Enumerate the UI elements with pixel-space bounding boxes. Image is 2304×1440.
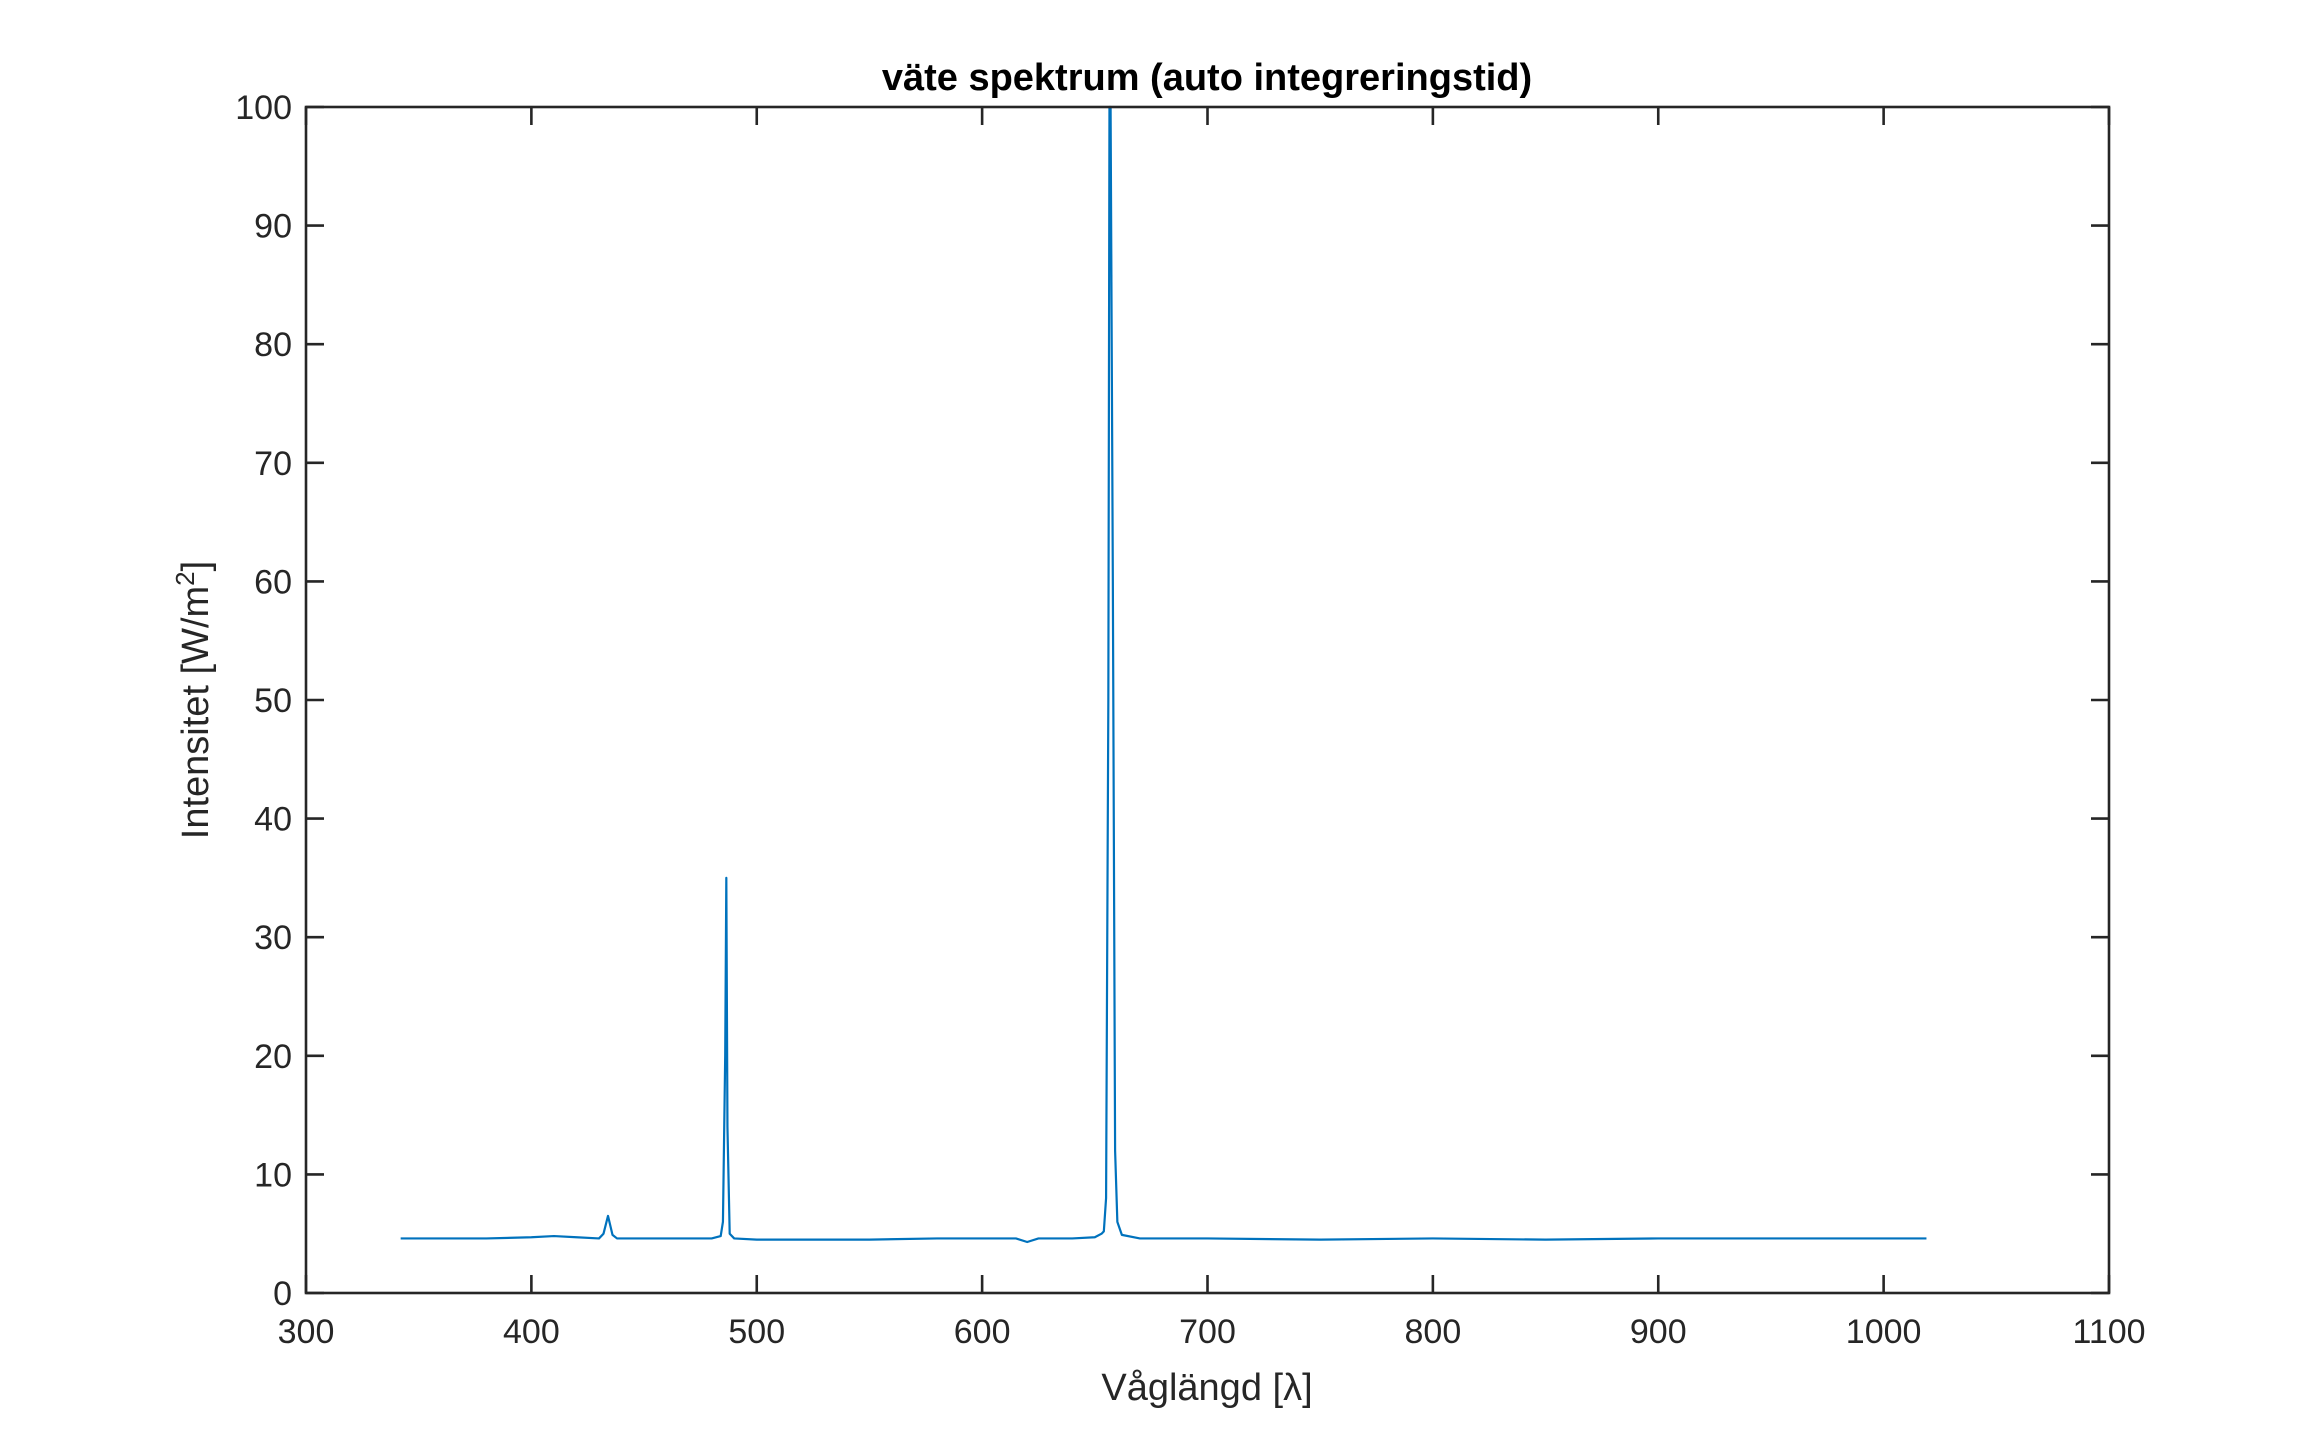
y-tick-label: 20	[254, 1038, 292, 1076]
y-tick-label: 50	[254, 682, 292, 720]
plot-frame	[304, 105, 2111, 1295]
x-tick-label: 700	[1179, 1313, 1236, 1351]
x-tick-label: 600	[954, 1313, 1011, 1351]
y-axis-label: Intensitet [W/m2]	[170, 561, 217, 839]
x-tick-label: 1000	[1846, 1313, 1922, 1351]
x-tick-label: 800	[1405, 1313, 1462, 1351]
plot-background	[306, 107, 2109, 1293]
y-tick-label: 10	[254, 1156, 292, 1194]
x-tick-label: 300	[278, 1313, 335, 1351]
y-tick-label: 70	[254, 445, 292, 483]
chart-title: väte spektrum (auto integreringstid)	[882, 57, 1532, 99]
y-tick-label: 90	[254, 208, 292, 246]
x-tick-label: 500	[728, 1313, 785, 1351]
x-tick-label: 400	[503, 1313, 560, 1351]
y-tick-label: 100	[235, 89, 292, 127]
x-tick-label: 1100	[2072, 1313, 2145, 1351]
y-tick-label: 80	[254, 326, 292, 364]
y-tick-label: 30	[254, 919, 292, 957]
x-tick-label: 900	[1630, 1313, 1687, 1351]
tick-labels: 300 400 500 600 700 800 900 1000 1100 0 10 20 30 40 50…	[235, 89, 2145, 1351]
y-tick-label: 40	[254, 801, 292, 839]
x-axis-label: Våglängd [λ]	[1101, 1367, 1312, 1409]
y-tick-label: 60	[254, 563, 292, 601]
y-tick-label: 0	[273, 1275, 292, 1313]
series-line	[400, 105, 1927, 1244]
